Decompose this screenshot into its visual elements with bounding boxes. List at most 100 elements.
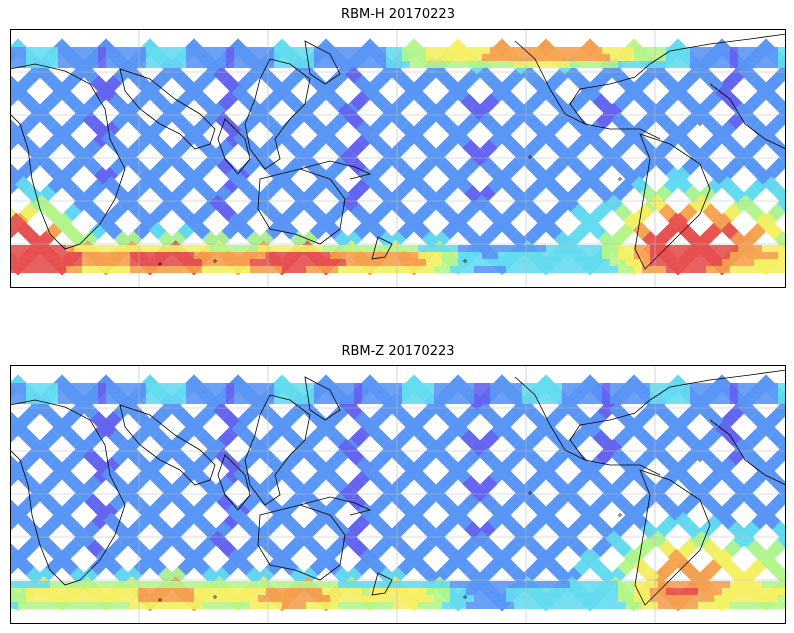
band-cell: [434, 259, 442, 266]
band-cell: [706, 245, 714, 252]
band-cell: [746, 245, 754, 252]
band-cell: [458, 252, 466, 259]
band-cell: [162, 390, 170, 397]
band-cell: [546, 259, 554, 266]
band-cell: [386, 259, 394, 266]
band-cell: [410, 252, 418, 259]
swath-segment: [10, 466, 23, 488]
band-cell: [42, 47, 50, 54]
band-cell: [762, 245, 770, 252]
band-cell: [642, 266, 650, 273]
band-cell: [642, 252, 650, 259]
band-cell: [562, 61, 570, 68]
band-cell: [322, 61, 330, 68]
band-cell: [458, 602, 466, 609]
band-cell: [394, 266, 402, 273]
band-cell: [714, 245, 722, 252]
band-cell: [42, 581, 50, 588]
band-cell: [138, 602, 146, 609]
band-cell: [530, 602, 538, 609]
band-cell: [570, 61, 578, 68]
band-cell: [418, 259, 426, 266]
band-cell: [642, 602, 650, 609]
band-cell: [34, 245, 42, 252]
band-cell: [610, 595, 618, 602]
band-cell: [778, 602, 786, 609]
band-cell: [218, 595, 226, 602]
band-cell: [306, 390, 314, 397]
band-cell: [594, 47, 602, 54]
band-cell: [586, 252, 594, 259]
band-cell: [586, 259, 594, 266]
band-cell: [626, 54, 634, 61]
band-cell: [154, 54, 162, 61]
band-cell: [634, 581, 642, 588]
band-cell: [506, 252, 514, 259]
band-cell: [442, 588, 450, 595]
band-cell: [458, 588, 466, 595]
band-cell: [66, 383, 74, 390]
band-cell: [154, 397, 162, 404]
band-cell: [370, 390, 378, 397]
band-cell: [170, 397, 178, 404]
band-cell: [26, 390, 34, 397]
band-cell: [282, 581, 290, 588]
band-cell: [354, 245, 362, 252]
band-cell: [698, 266, 706, 273]
band-cell: [770, 252, 778, 259]
band-cell: [10, 54, 18, 61]
band-cell: [610, 252, 618, 259]
band-cell: [690, 581, 698, 588]
band-cell: [538, 581, 546, 588]
band-cell: [306, 245, 314, 252]
band-cell: [722, 602, 730, 609]
band-cell: [322, 47, 330, 54]
band-cell: [210, 390, 218, 397]
band-cell: [386, 252, 394, 259]
band-cell: [234, 588, 242, 595]
band-cell: [250, 390, 258, 397]
band-cell: [218, 245, 226, 252]
band-cell: [482, 61, 490, 68]
band-cell: [266, 390, 274, 397]
band-cell: [434, 61, 442, 68]
band-cell: [170, 252, 178, 259]
band-cell: [178, 397, 186, 404]
band-cell: [546, 588, 554, 595]
band-cell: [482, 245, 490, 252]
band-cell: [546, 581, 554, 588]
band-cell: [402, 390, 410, 397]
band-cell: [322, 390, 330, 397]
band-cell: [290, 390, 298, 397]
band-cell: [474, 259, 482, 266]
band-cell: [98, 390, 106, 397]
band-cell: [298, 252, 306, 259]
band-cell: [546, 61, 554, 68]
band-cell: [178, 383, 186, 390]
band-cell: [594, 54, 602, 61]
band-cell: [650, 54, 658, 61]
band-cell: [218, 252, 226, 259]
band-cell: [562, 259, 570, 266]
band-cell: [114, 47, 122, 54]
band-cell: [386, 602, 394, 609]
band-cell: [274, 390, 282, 397]
band-cell: [330, 397, 338, 404]
band-cell: [538, 245, 546, 252]
band-cell: [322, 259, 330, 266]
band-cell: [650, 595, 658, 602]
band-cell: [354, 602, 362, 609]
band-cell: [90, 266, 98, 273]
band-cell: [618, 397, 626, 404]
band-cell: [466, 252, 474, 259]
band-cell: [314, 54, 322, 61]
band-cell: [626, 397, 634, 404]
band-cell: [570, 266, 578, 273]
band-cell: [274, 588, 282, 595]
band-cell: [594, 581, 602, 588]
band-cell: [282, 390, 290, 397]
band-cell: [658, 259, 666, 266]
band-cell: [250, 602, 258, 609]
band-cell: [130, 588, 138, 595]
coastline-path: [634, 133, 711, 270]
